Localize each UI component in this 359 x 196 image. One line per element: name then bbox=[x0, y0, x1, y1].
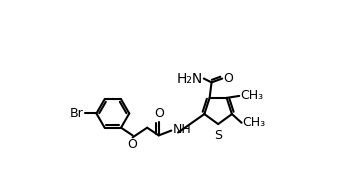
Text: CH₃: CH₃ bbox=[243, 116, 266, 129]
Text: CH₃: CH₃ bbox=[240, 89, 263, 103]
Text: S: S bbox=[214, 129, 222, 142]
Text: O: O bbox=[223, 72, 233, 85]
Text: NH: NH bbox=[173, 123, 192, 136]
Text: O: O bbox=[128, 138, 137, 151]
Text: H₂N: H₂N bbox=[177, 72, 203, 85]
Text: O: O bbox=[154, 107, 164, 120]
Text: Br: Br bbox=[70, 107, 84, 120]
